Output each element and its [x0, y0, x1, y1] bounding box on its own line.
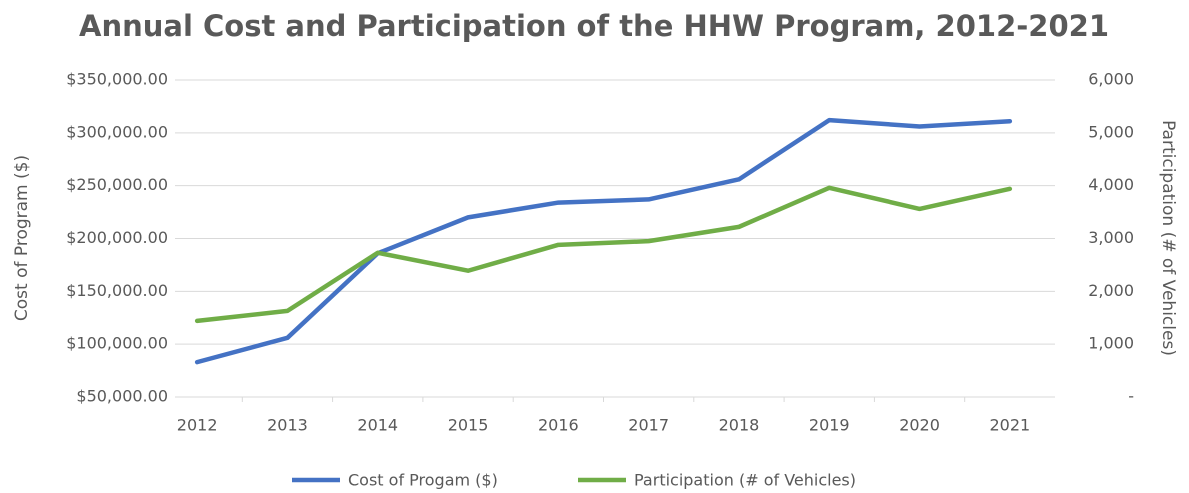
y-tick-label: $200,000.00 [66, 228, 168, 247]
y-axis-title: Cost of Program ($) [12, 155, 32, 321]
x-tick-label: 2018 [719, 416, 760, 435]
y-tick-label: $250,000.00 [66, 175, 168, 194]
y2-tick-label: 4,000 [1088, 175, 1134, 194]
y2-tick-label: 5,000 [1088, 122, 1134, 141]
legend-label: Cost of Progam ($) [348, 471, 498, 490]
series-line [194, 185, 1013, 324]
y-tick-label: $100,000.00 [66, 334, 168, 353]
x-tick-label: 2013 [267, 416, 308, 435]
y2-tick-label: 2,000 [1088, 281, 1134, 300]
x-tick-label: 2015 [448, 416, 489, 435]
x-tick-label: 2019 [809, 416, 850, 435]
y2-tick-label: - [1128, 387, 1134, 406]
x-tick-label: 2021 [989, 416, 1030, 435]
x-tick-label: 2017 [628, 416, 669, 435]
x-tick-label: 2012 [177, 416, 218, 435]
x-tick-label: 2016 [538, 416, 579, 435]
y-tick-label: $350,000.00 [66, 70, 168, 89]
chart-title: Annual Cost and Participation of the HHW… [79, 9, 1109, 43]
y2-axis-title: Participation (# of Vehicles) [1158, 120, 1178, 356]
y2-tick-label: 6,000 [1088, 70, 1134, 89]
y-tick-label: $50,000.00 [76, 387, 168, 406]
y2-tick-label: 1,000 [1088, 334, 1134, 353]
y2-tick-label: 3,000 [1088, 228, 1134, 247]
series-line [194, 117, 1013, 365]
x-tick-label: 2020 [899, 416, 940, 435]
legend-label: Participation (# of Vehicles) [634, 471, 856, 490]
y-tick-label: $300,000.00 [66, 122, 168, 141]
x-tick-label: 2014 [357, 416, 398, 435]
y-tick-label: $150,000.00 [66, 281, 168, 300]
